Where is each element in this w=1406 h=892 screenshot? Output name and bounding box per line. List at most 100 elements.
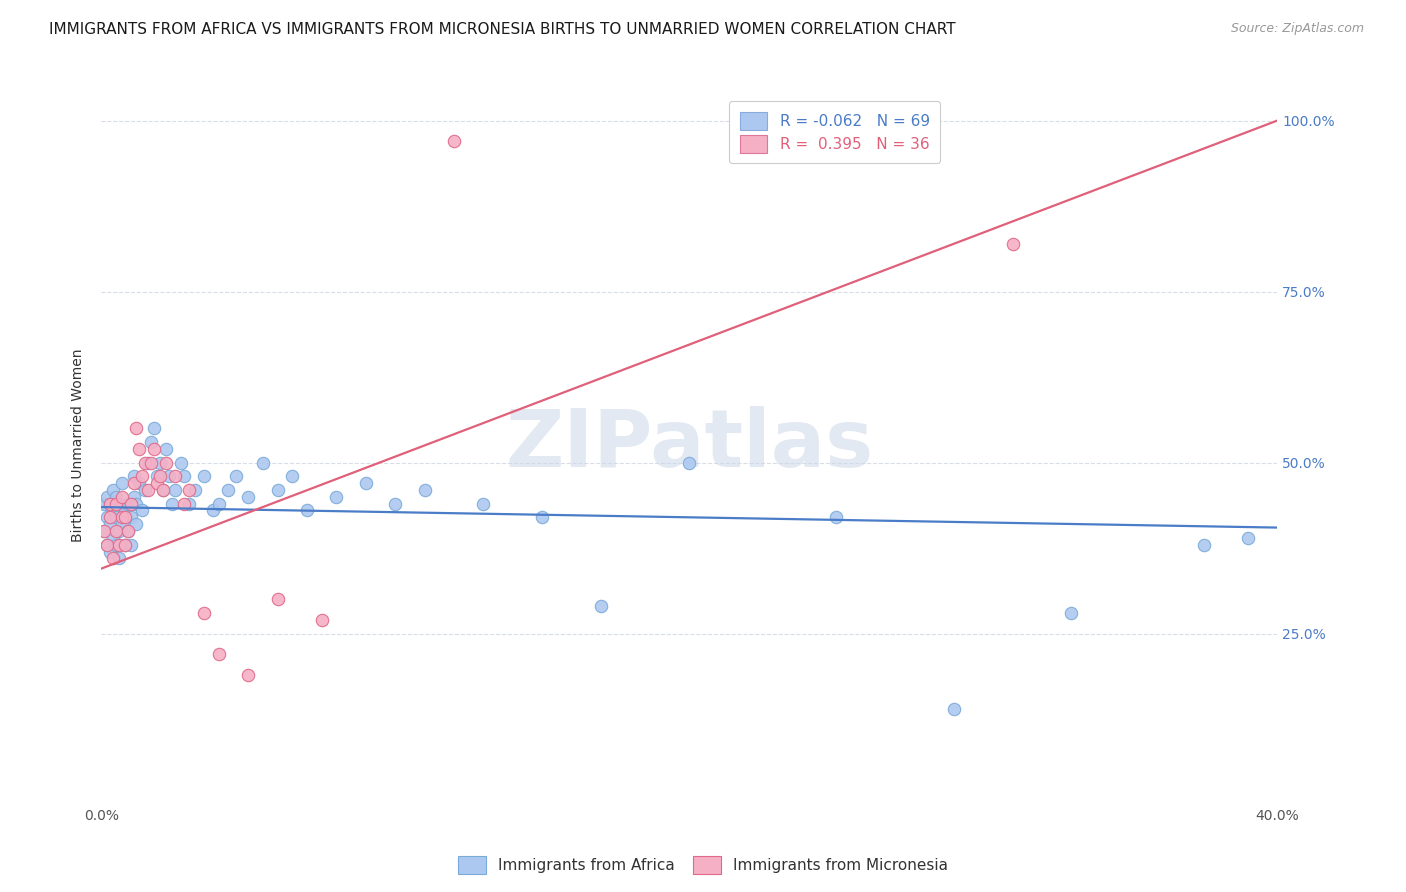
Point <box>184 483 207 497</box>
Point <box>281 469 304 483</box>
Point <box>125 497 148 511</box>
Point <box>443 134 465 148</box>
Point <box>114 503 136 517</box>
Point <box>225 469 247 483</box>
Point <box>325 490 347 504</box>
Point <box>217 483 239 497</box>
Point <box>98 510 121 524</box>
Point <box>413 483 436 497</box>
Point <box>101 551 124 566</box>
Point <box>173 497 195 511</box>
Point <box>93 524 115 538</box>
Point <box>141 435 163 450</box>
Point <box>384 497 406 511</box>
Point <box>163 483 186 497</box>
Point <box>134 483 156 497</box>
Point <box>179 497 201 511</box>
Point <box>143 421 166 435</box>
Point <box>111 517 134 532</box>
Point <box>111 510 134 524</box>
Point <box>101 503 124 517</box>
Text: Source: ZipAtlas.com: Source: ZipAtlas.com <box>1230 22 1364 36</box>
Point <box>134 456 156 470</box>
Point <box>152 483 174 497</box>
Point <box>108 497 131 511</box>
Point <box>111 476 134 491</box>
Point <box>942 702 965 716</box>
Point <box>122 490 145 504</box>
Point <box>825 510 848 524</box>
Point <box>117 497 139 511</box>
Point <box>311 613 333 627</box>
Point <box>136 456 159 470</box>
Point <box>96 538 118 552</box>
Point <box>96 510 118 524</box>
Point <box>146 469 169 483</box>
Point <box>143 442 166 456</box>
Point <box>114 538 136 552</box>
Point <box>114 538 136 552</box>
Point <box>155 442 177 456</box>
Point <box>163 469 186 483</box>
Point <box>149 456 172 470</box>
Point <box>111 490 134 504</box>
Point <box>169 456 191 470</box>
Point <box>193 469 215 483</box>
Point <box>160 497 183 511</box>
Point <box>179 483 201 497</box>
Point <box>98 544 121 558</box>
Point <box>208 647 231 661</box>
Point <box>128 476 150 491</box>
Point <box>96 490 118 504</box>
Point <box>93 497 115 511</box>
Point <box>98 517 121 532</box>
Point <box>120 497 142 511</box>
Point <box>201 503 224 517</box>
Point <box>96 538 118 552</box>
Point <box>93 524 115 538</box>
Point <box>141 456 163 470</box>
Point <box>678 456 700 470</box>
Text: IMMIGRANTS FROM AFRICA VS IMMIGRANTS FROM MICRONESIA BIRTHS TO UNMARRIED WOMEN C: IMMIGRANTS FROM AFRICA VS IMMIGRANTS FRO… <box>49 22 956 37</box>
Point <box>589 599 612 614</box>
Point <box>252 456 274 470</box>
Point <box>208 497 231 511</box>
Point <box>146 476 169 491</box>
Point <box>266 483 288 497</box>
Point <box>1192 538 1215 552</box>
Point <box>152 483 174 497</box>
Point <box>101 483 124 497</box>
Point <box>1237 531 1260 545</box>
Point <box>238 667 260 681</box>
Point <box>125 517 148 532</box>
Point <box>1060 606 1083 620</box>
Point <box>128 442 150 456</box>
Point <box>173 469 195 483</box>
Point <box>108 524 131 538</box>
Point <box>108 538 131 552</box>
Point <box>101 531 124 545</box>
Point <box>155 456 177 470</box>
Point <box>131 503 153 517</box>
Point <box>98 497 121 511</box>
Point <box>117 524 139 538</box>
Point <box>122 469 145 483</box>
Point <box>472 497 495 511</box>
Point <box>238 490 260 504</box>
Point <box>1001 236 1024 251</box>
Point <box>131 469 153 483</box>
Legend: R = -0.062   N = 69, R =  0.395   N = 36: R = -0.062 N = 69, R = 0.395 N = 36 <box>730 101 941 163</box>
Point <box>193 606 215 620</box>
Text: ZIPatlas: ZIPatlas <box>505 407 873 484</box>
Point <box>120 538 142 552</box>
Point <box>157 469 180 483</box>
Point <box>136 483 159 497</box>
Point <box>266 592 288 607</box>
Point <box>98 497 121 511</box>
Y-axis label: Births to Unmarried Women: Births to Unmarried Women <box>72 349 86 542</box>
Point <box>149 469 172 483</box>
Point <box>120 510 142 524</box>
Point <box>104 510 127 524</box>
Point <box>104 524 127 538</box>
Point <box>104 490 127 504</box>
